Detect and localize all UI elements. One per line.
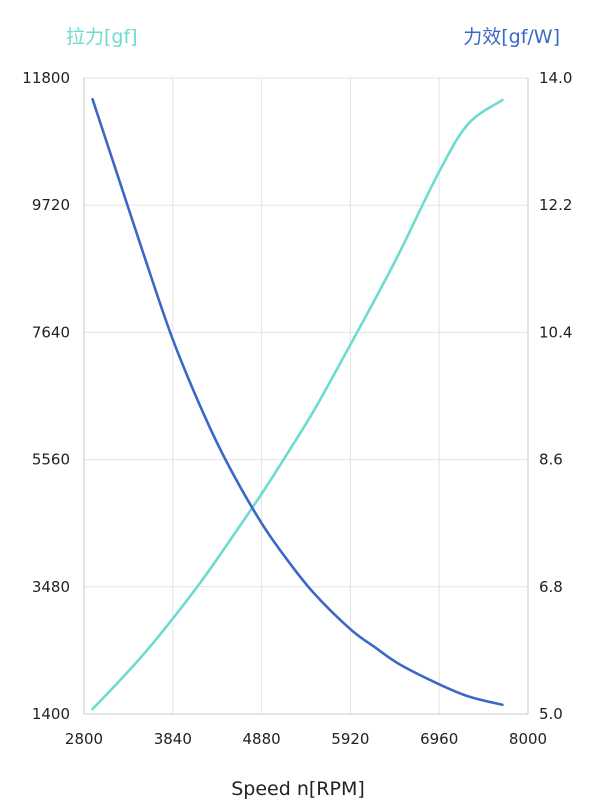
left-axis-title: 拉力[gf]: [66, 26, 138, 48]
grid: [83, 77, 529, 715]
right-y-tick-label: 12.2: [539, 196, 572, 214]
efficiency-series-line: [91, 97, 504, 707]
x-tick-label: 6960: [420, 730, 458, 748]
left-y-tick-label: 1400: [32, 705, 70, 723]
right-y-tick-label: 5.0: [539, 705, 563, 723]
x-axis-title: Speed n[RPM]: [231, 778, 365, 800]
x-tick-label: 2800: [65, 730, 103, 748]
x-tick-label: 3840: [154, 730, 192, 748]
thrust-series-line: [91, 98, 504, 711]
right-y-tick-label: 6.8: [539, 578, 563, 596]
right-y-tick-label: 8.6: [539, 451, 563, 469]
series-lines: [91, 97, 504, 711]
left-y-tick-label: 3480: [32, 578, 70, 596]
x-tick-label: 5920: [331, 730, 369, 748]
right-y-tick-label: 14.0: [539, 69, 572, 87]
left-y-tick-label: 7640: [32, 323, 70, 341]
left-y-tick-label: 9720: [32, 196, 70, 214]
tick-labels: 2800 3840 4880 5920 6960 8000 1400 3480 5560 7640…: [22, 69, 572, 748]
left-y-tick-label: 11800: [22, 69, 70, 87]
axes: [83, 78, 529, 715]
right-y-tick-label: 10.4: [539, 323, 572, 341]
x-tick-label: 8000: [509, 730, 547, 748]
x-tick-label: 4880: [243, 730, 281, 748]
left-y-tick-label: 5560: [32, 451, 70, 469]
right-axis-title: 力效[gf/W]: [463, 26, 560, 48]
